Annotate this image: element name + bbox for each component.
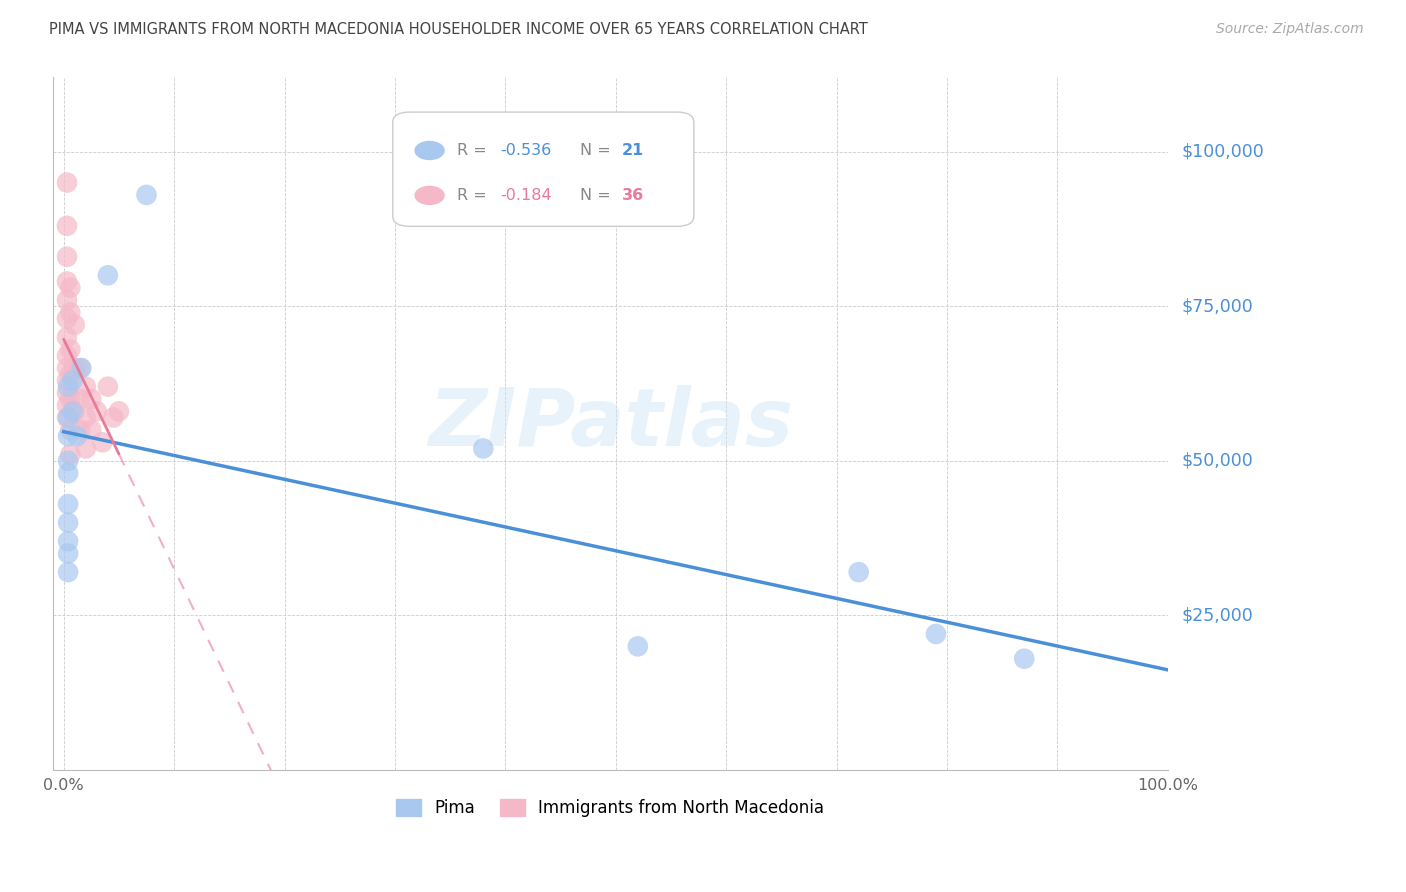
Point: [56, 565, 79, 579]
Text: R =: R =: [457, 188, 492, 202]
Point: [86, 404, 108, 418]
Point: [56, 293, 79, 307]
Point: [59, 343, 82, 357]
Point: [56, 410, 79, 425]
Point: [56, 219, 79, 233]
Point: [59, 423, 82, 437]
Point: [56, 385, 79, 400]
Point: [75, 410, 97, 425]
Point: [75, 442, 97, 456]
Point: [59, 281, 82, 295]
Point: [59, 392, 82, 406]
Point: [925, 627, 948, 641]
Point: [135, 188, 157, 202]
Point: [66, 429, 89, 443]
Point: [97, 379, 120, 393]
Text: -0.536: -0.536: [499, 143, 551, 158]
Text: R =: R =: [457, 143, 492, 158]
Text: N =: N =: [581, 143, 616, 158]
Point: [108, 404, 131, 418]
Point: [80, 423, 103, 437]
Point: [56, 398, 79, 412]
Point: [1014, 651, 1036, 665]
Circle shape: [415, 186, 444, 204]
Point: [69, 423, 91, 437]
Point: [69, 392, 91, 406]
Point: [80, 392, 103, 406]
FancyBboxPatch shape: [392, 112, 695, 227]
Point: [70, 361, 93, 376]
Point: [56, 410, 79, 425]
Point: [56, 250, 79, 264]
Point: [56, 311, 79, 326]
Point: [56, 330, 79, 344]
Text: $50,000: $50,000: [1181, 452, 1254, 470]
Point: [91, 435, 114, 450]
Text: ZIPatlas: ZIPatlas: [427, 384, 793, 463]
Point: [56, 429, 79, 443]
Point: [103, 410, 125, 425]
Circle shape: [415, 142, 444, 160]
Legend: Pima, Immigrants from North Macedonia: Pima, Immigrants from North Macedonia: [389, 792, 831, 824]
Point: [63, 361, 86, 376]
Text: Source: ZipAtlas.com: Source: ZipAtlas.com: [1216, 22, 1364, 37]
Point: [59, 448, 82, 462]
Point: [56, 349, 79, 363]
Point: [848, 565, 870, 579]
Point: [75, 379, 97, 393]
Point: [627, 640, 650, 654]
Point: [56, 275, 79, 289]
Point: [56, 466, 79, 480]
Point: [56, 497, 79, 511]
Point: [56, 373, 79, 387]
Text: $100,000: $100,000: [1181, 143, 1264, 161]
Point: [56, 534, 79, 549]
Point: [62, 404, 84, 418]
Point: [69, 361, 91, 376]
Text: N =: N =: [581, 188, 616, 202]
Point: [56, 454, 79, 468]
Point: [56, 361, 79, 376]
Point: [56, 379, 79, 393]
Point: [472, 442, 495, 456]
Point: [59, 305, 82, 319]
Point: [63, 318, 86, 332]
Text: 21: 21: [621, 143, 644, 158]
Text: 36: 36: [621, 188, 644, 202]
Text: PIMA VS IMMIGRANTS FROM NORTH MACEDONIA HOUSEHOLDER INCOME OVER 65 YEARS CORRELA: PIMA VS IMMIGRANTS FROM NORTH MACEDONIA …: [49, 22, 868, 37]
Point: [97, 268, 120, 283]
Text: -0.184: -0.184: [499, 188, 551, 202]
Text: $75,000: $75,000: [1181, 297, 1254, 315]
Point: [62, 373, 84, 387]
Point: [56, 176, 79, 190]
Point: [56, 516, 79, 530]
Point: [59, 368, 82, 382]
Text: $25,000: $25,000: [1181, 607, 1254, 624]
Point: [56, 547, 79, 561]
Point: [63, 404, 86, 418]
